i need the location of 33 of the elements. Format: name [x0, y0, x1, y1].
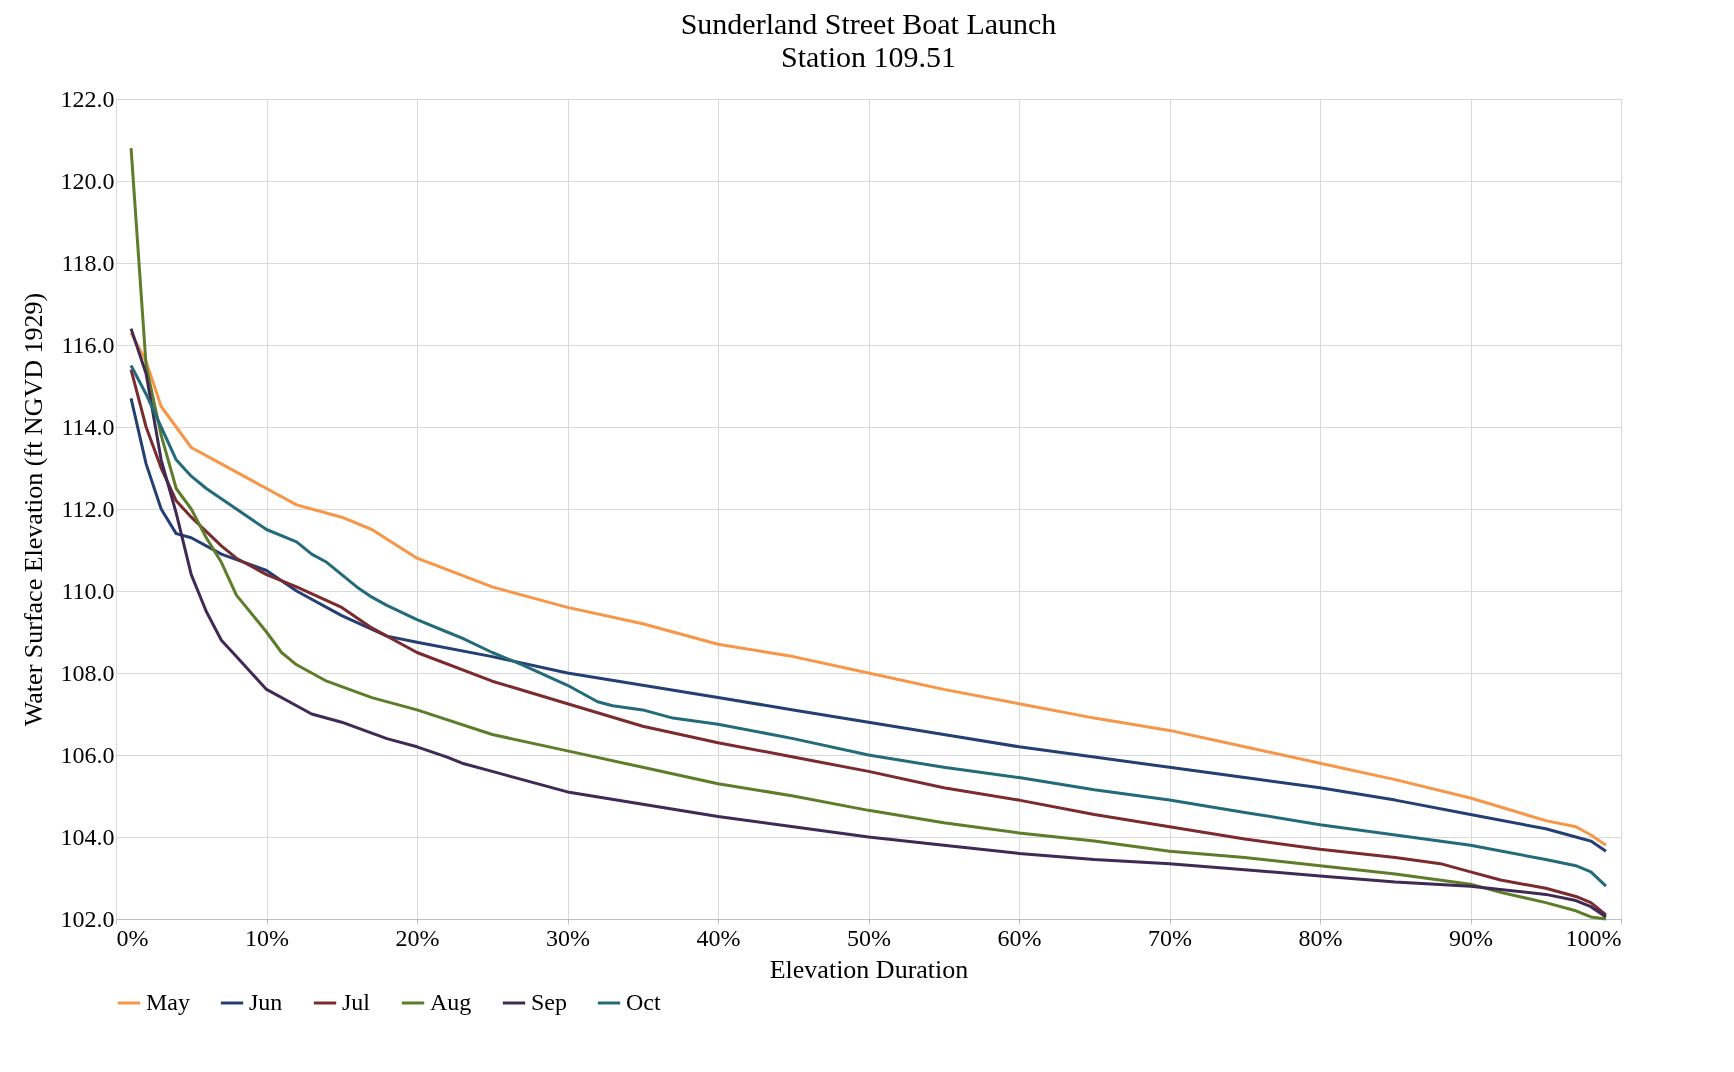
legend-label: May [146, 989, 190, 1015]
y-tick-label: 122.0 [60, 85, 115, 112]
x-tick-label: 20% [395, 924, 440, 951]
x-tick-label: 100% [1565, 924, 1622, 951]
y-tick-label: 110.0 [61, 577, 115, 604]
y-tick-label: 120.0 [60, 167, 115, 194]
y-axis-title: Water Surface Elevation (ft NGVD 1929) [18, 292, 48, 727]
legend-label: Sep [531, 989, 567, 1015]
y-tick-label: 102.0 [60, 905, 115, 932]
chart-subtitle: Station 109.51 [780, 40, 957, 73]
x-axis-title: Elevation Duration [769, 954, 969, 984]
y-tick-label: 118.0 [61, 249, 115, 276]
legend-label: Jun [249, 989, 283, 1015]
y-tick-label: 104.0 [60, 823, 115, 850]
line-series [129, 146, 1608, 921]
x-tick-label: 0% [116, 924, 149, 951]
x-tick-label: 40% [696, 924, 741, 951]
x-tick-label: 30% [546, 924, 590, 951]
y-tick-label: 108.0 [60, 659, 115, 686]
y-tick-label: 114.0 [61, 413, 115, 440]
legend-label: Oct [626, 989, 661, 1015]
y-tick-label: 116.0 [61, 331, 115, 358]
x-tick-label: 90% [1449, 924, 1493, 951]
x-tick-label: 80% [1298, 924, 1343, 951]
legend-label: Jul [342, 989, 371, 1015]
legend-label: Aug [430, 989, 472, 1015]
x-tick-label: 10% [245, 924, 289, 951]
chart-title: Sunderland Street Boat Launch [680, 7, 1057, 40]
x-tick-label: 60% [997, 924, 1042, 951]
y-tick-label: 106.0 [60, 741, 115, 768]
y-tick-label: 112.0 [61, 495, 115, 522]
x-tick-label: 50% [847, 924, 891, 951]
x-tick-label: 70% [1148, 924, 1192, 951]
